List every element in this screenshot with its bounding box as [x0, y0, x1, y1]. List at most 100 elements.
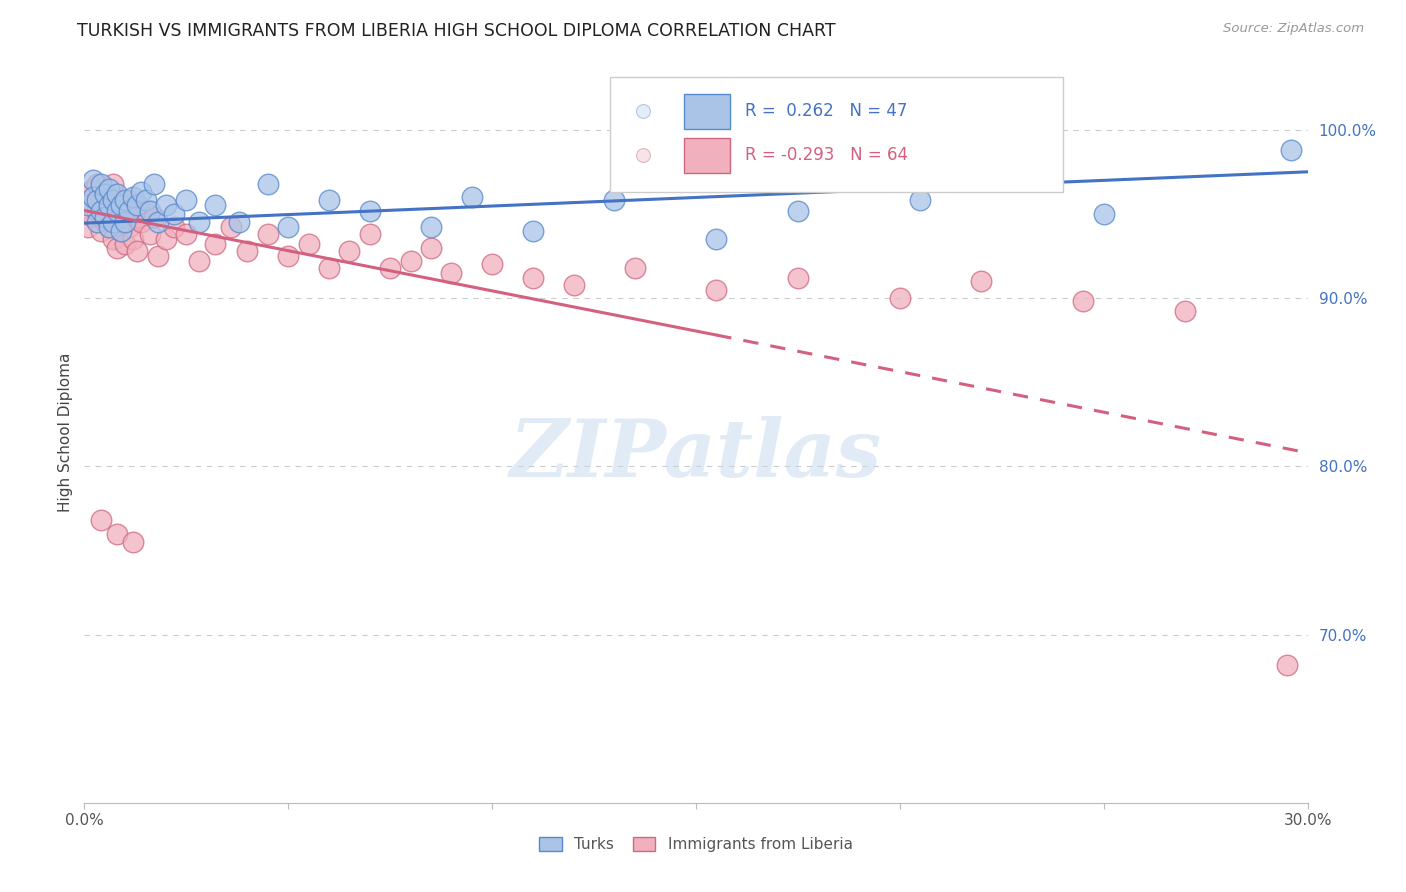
Point [461, 190, 484, 204]
Bar [683, 94, 730, 129]
Point [118, 194, 141, 208]
Point [77, 198, 100, 212]
Point [257, 227, 280, 241]
Point [187, 215, 209, 229]
Point [146, 249, 169, 263]
Point [86, 177, 108, 191]
Point [787, 270, 810, 285]
Point [257, 177, 280, 191]
Point [174, 194, 197, 208]
Point [219, 220, 242, 235]
Point [86, 215, 108, 229]
Point [359, 227, 381, 241]
Point [522, 224, 544, 238]
Point [1277, 657, 1299, 672]
Point [135, 203, 157, 218]
Point [706, 232, 728, 246]
Point [105, 241, 128, 255]
Point [277, 220, 299, 235]
Point [787, 203, 810, 218]
Point [318, 260, 340, 275]
Point [298, 237, 321, 252]
Point [82, 181, 104, 195]
Point [101, 203, 124, 218]
Point [236, 244, 259, 258]
Point [889, 291, 911, 305]
Point [114, 215, 136, 229]
Point [127, 198, 149, 212]
Point [706, 283, 728, 297]
Point [90, 203, 112, 218]
Point [1092, 207, 1115, 221]
Point [118, 203, 141, 218]
Point [204, 198, 226, 212]
Point [93, 186, 115, 201]
Point [131, 215, 153, 229]
Text: R =  0.262   N = 47: R = 0.262 N = 47 [745, 102, 907, 120]
Point [101, 232, 124, 246]
Point [114, 211, 136, 225]
Point [122, 190, 145, 204]
Text: ZIPatlas: ZIPatlas [510, 416, 882, 493]
Point [131, 185, 153, 199]
Point [624, 260, 647, 275]
Point [105, 215, 128, 229]
Point [146, 215, 169, 229]
Point [114, 237, 136, 252]
Point [90, 513, 112, 527]
Point [1073, 294, 1095, 309]
Point [138, 203, 160, 218]
Point [163, 207, 186, 221]
Point [142, 177, 165, 191]
Point [86, 194, 108, 208]
Point [970, 274, 993, 288]
Point [122, 232, 145, 246]
Point [105, 526, 128, 541]
Point [110, 224, 132, 238]
Point [1279, 143, 1302, 157]
Point [122, 535, 145, 549]
Point [82, 173, 104, 187]
Point [101, 177, 124, 191]
Point [204, 237, 226, 252]
Point [105, 203, 128, 218]
Y-axis label: High School Diploma: High School Diploma [58, 353, 73, 512]
Point [90, 177, 112, 191]
Point [1174, 304, 1197, 318]
Point [93, 186, 115, 201]
Point [82, 211, 104, 225]
Text: R = -0.293   N = 64: R = -0.293 N = 64 [745, 146, 908, 164]
Point [277, 249, 299, 263]
Point [122, 207, 145, 221]
Point [97, 198, 120, 212]
Text: TURKISH VS IMMIGRANTS FROM LIBERIA HIGH SCHOOL DIPLOMA CORRELATION CHART: TURKISH VS IMMIGRANTS FROM LIBERIA HIGH … [77, 22, 837, 40]
Point [90, 194, 112, 208]
Point [603, 194, 626, 208]
Point [910, 194, 932, 208]
Point [101, 194, 124, 208]
Point [187, 254, 209, 268]
Point [90, 224, 112, 238]
Point [77, 220, 100, 235]
Point [110, 198, 132, 212]
Point [110, 198, 132, 212]
Point [399, 254, 422, 268]
Point [77, 194, 100, 208]
Point [481, 257, 503, 271]
Text: Source: ZipAtlas.com: Source: ZipAtlas.com [1223, 22, 1364, 36]
Point [155, 198, 177, 212]
Point [440, 266, 463, 280]
Point [110, 224, 132, 238]
Point [97, 220, 120, 235]
Point [142, 211, 165, 225]
Point [114, 194, 136, 208]
Point [86, 203, 108, 218]
Point [118, 220, 141, 235]
Point [522, 270, 544, 285]
Point [420, 241, 443, 255]
FancyBboxPatch shape [610, 78, 1063, 192]
Point [105, 186, 128, 201]
Point [105, 194, 128, 208]
Point [339, 244, 361, 258]
Bar [683, 138, 730, 173]
